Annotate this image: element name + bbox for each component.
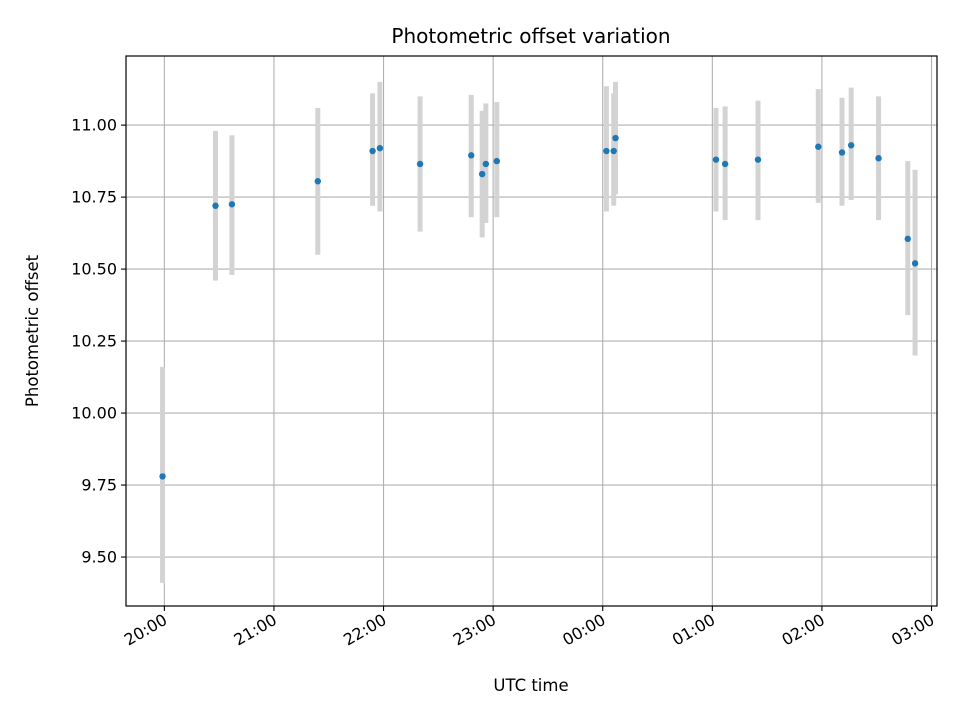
x-axis: 20:00 21:00 22:00 23:00 00:00 01:00 02:00 03:00 [121,606,938,650]
data-point [875,155,882,162]
x-tick-label: 03:00 [888,610,937,650]
grid [126,56,937,606]
chart-title: Photometric offset variation [391,24,670,48]
data-points [159,134,919,480]
y-tick-label: 10.00 [71,404,117,423]
data-point [314,178,321,185]
y-axis-label: Photometric offset [23,254,42,407]
data-point [815,143,822,150]
data-point [482,160,490,168]
data-point [721,160,729,168]
data-point [478,170,486,178]
x-tick-label: 22:00 [340,610,389,650]
plot-frame [125,55,938,607]
data-point [838,149,846,156]
data-point [904,235,911,243]
x-tick-label: 00:00 [559,610,608,650]
y-tick-label: 10.50 [71,260,117,279]
data-point [911,260,919,267]
y-tick-label: 10.25 [71,332,117,351]
x-tick-label: 20:00 [121,610,170,650]
y-axis: 9.50 9.75 10.00 10.25 10.50 10.75 11.00 [71,116,126,567]
x-tick-label: 21:00 [231,610,280,650]
data-point [159,473,166,480]
data-point [228,201,236,208]
error-bars [160,81,918,583]
data-point [612,134,619,142]
data-point [712,156,720,163]
x-axis-label: UTC time [493,676,568,695]
x-tick-label: 01:00 [669,610,718,650]
y-tick-label: 11.00 [71,116,117,135]
data-point [212,202,219,209]
y-tick-label: 9.50 [81,548,117,567]
data-point [416,160,424,168]
data-point [468,152,475,159]
data-point [603,147,610,155]
x-tick-label: 02:00 [778,610,827,650]
data-point [847,142,855,149]
data-point [493,157,500,165]
data-point [369,147,376,155]
y-tick-label: 10.75 [71,188,117,207]
data-point [754,156,762,163]
data-point [376,144,384,152]
y-tick-label: 9.75 [81,476,117,495]
x-tick-label: 23:00 [450,610,499,650]
data-point [610,147,617,155]
